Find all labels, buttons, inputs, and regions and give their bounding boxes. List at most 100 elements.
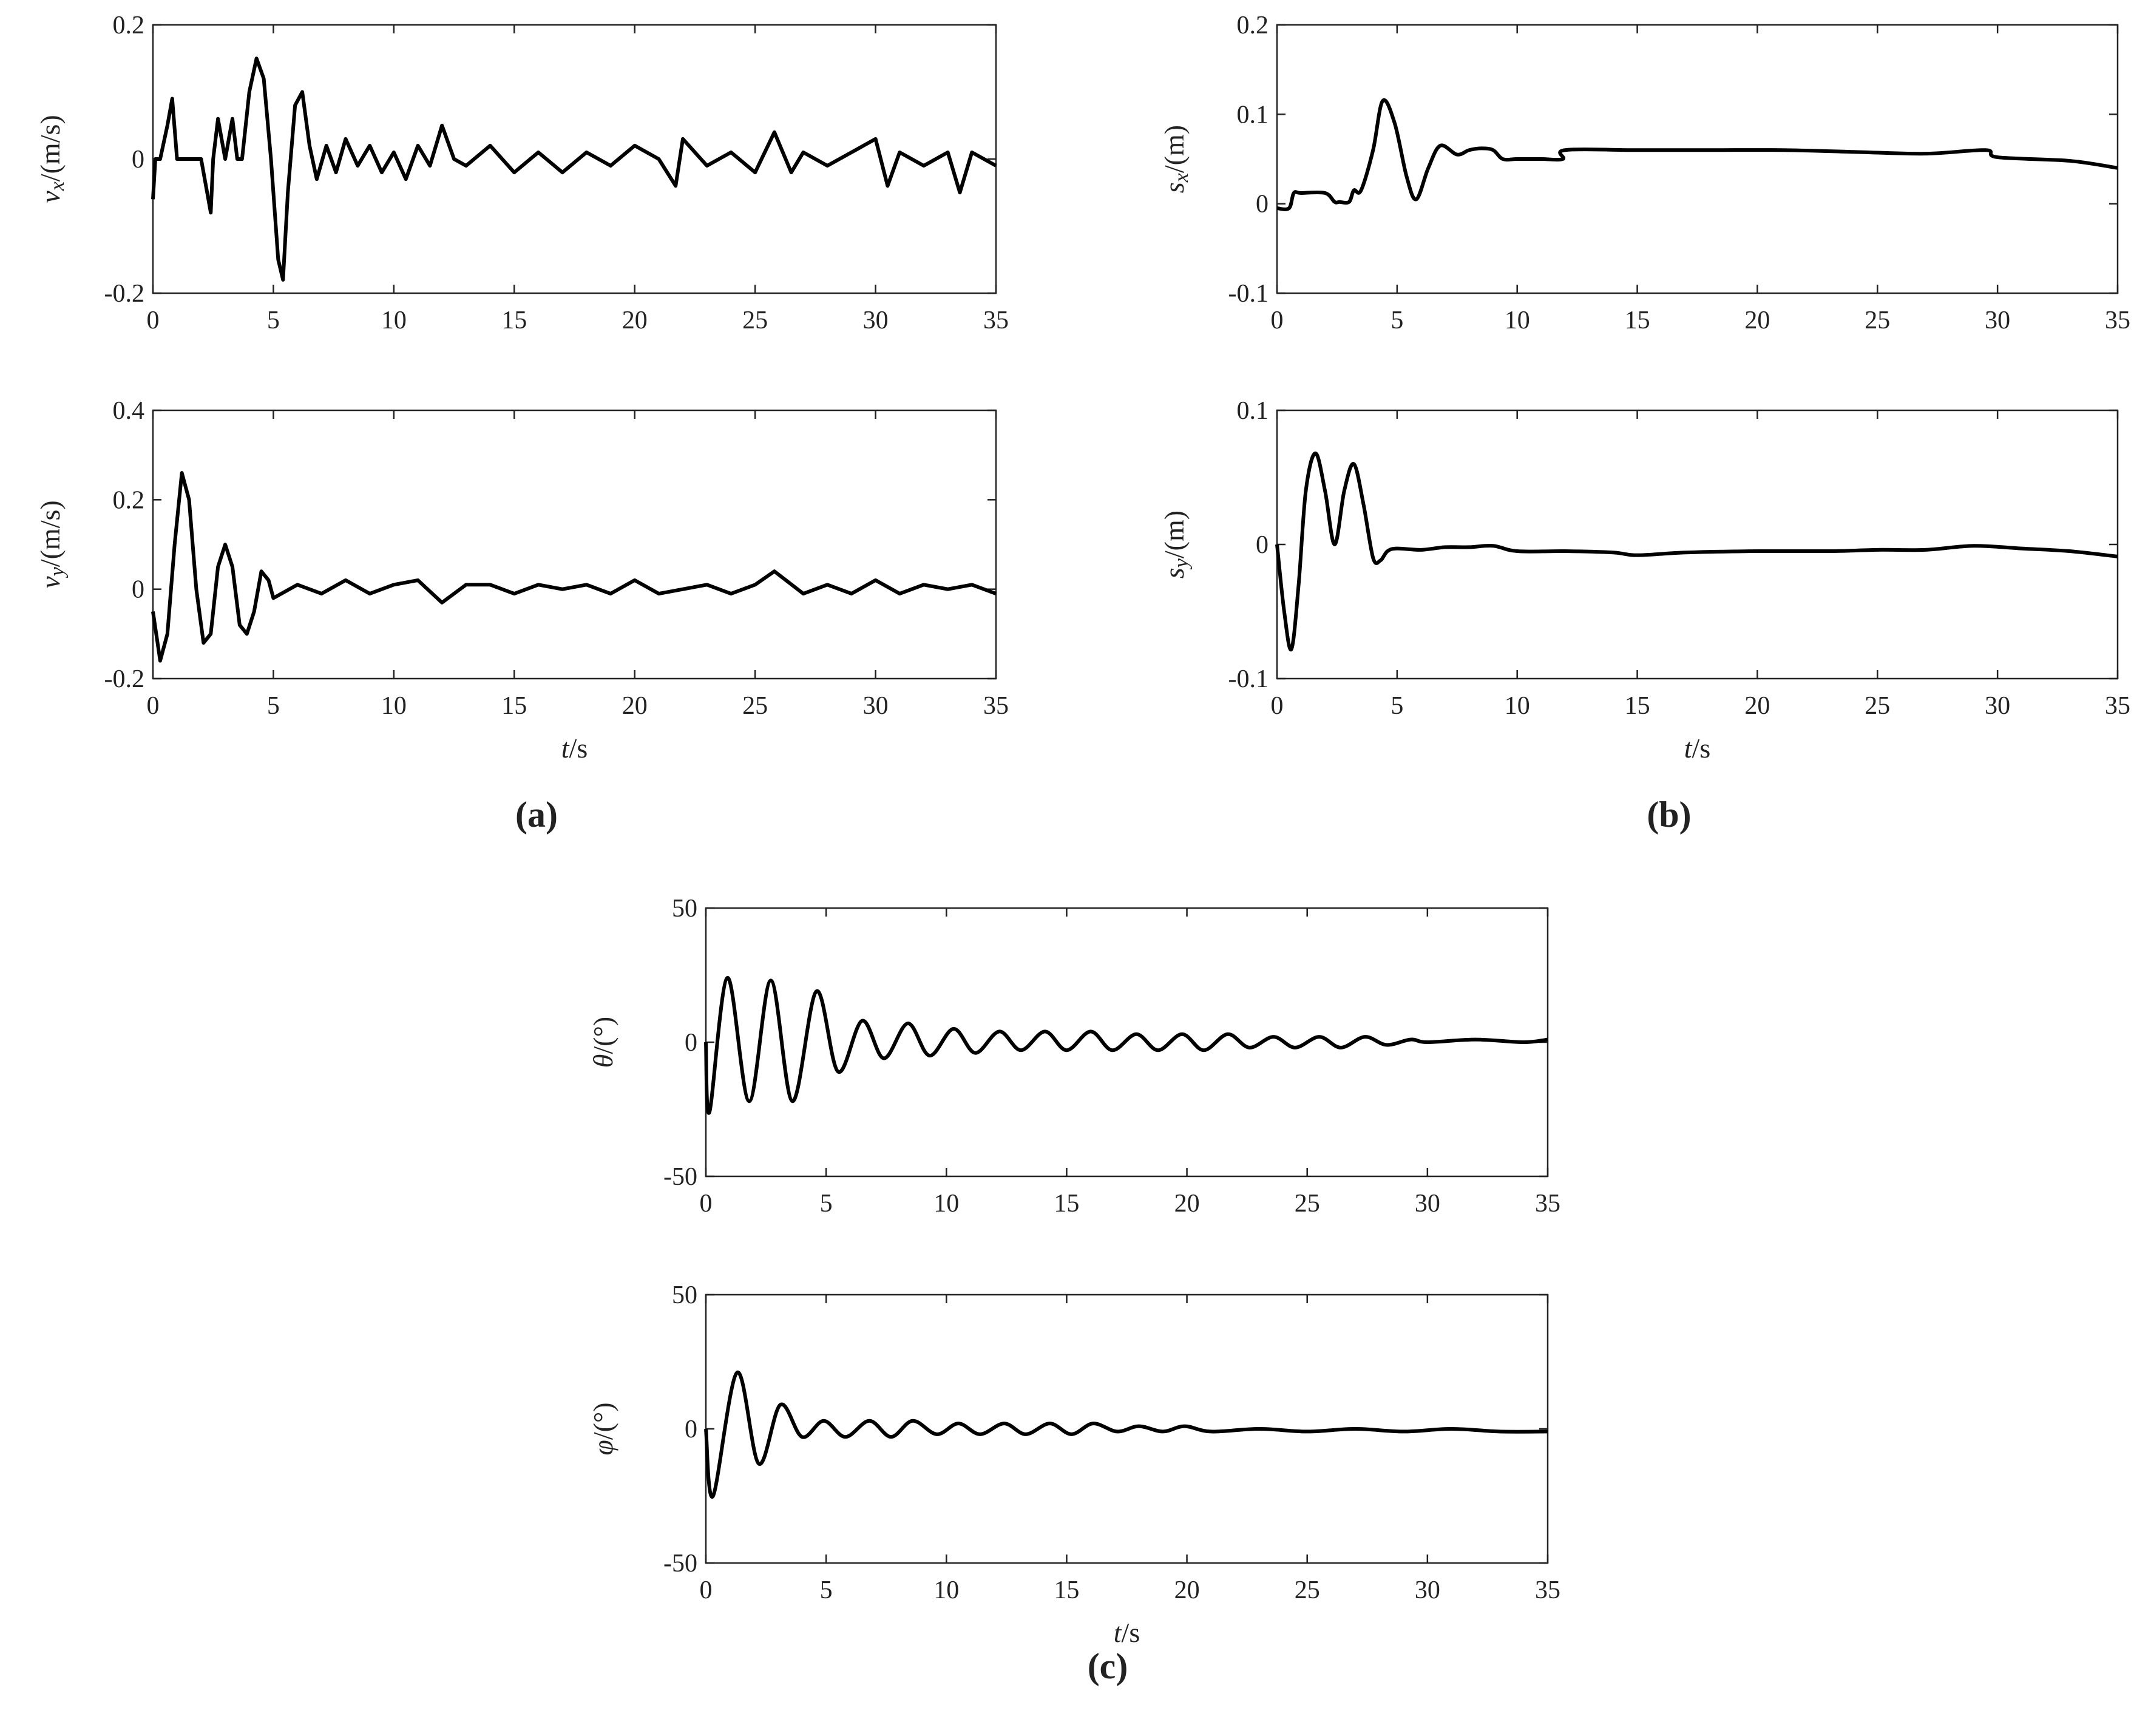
panel-caption: (a) [515,795,558,835]
x-tick-label: 10 [381,307,407,334]
x-tick-label: 15 [1054,1190,1079,1218]
panel-caption: (c) [1088,1646,1128,1686]
x-tick-label: 25 [742,307,768,334]
y-tick-label: 0 [1256,531,1269,559]
x-tick-label: 30 [1985,692,2010,720]
x-tick-label: 30 [1415,1576,1440,1604]
axis-label: vy/(m/s) [35,500,69,588]
y-tick-label: -50 [663,1550,697,1578]
y-tick-label: 0.1 [1237,397,1269,425]
label-unit: /(m) [1159,125,1190,173]
label-symbol: t [1114,1617,1122,1648]
y-tick-label: 0 [685,1029,697,1057]
y-tick-label: 0 [1256,191,1269,219]
label-unit: /s [569,733,588,764]
data-line [704,975,1548,1115]
x-tick-label: 30 [863,307,889,334]
label-symbol: θ [588,1054,618,1068]
y-tick-label: 50 [672,1281,697,1309]
x-tick-label: 35 [1535,1576,1560,1604]
data-line [151,471,997,663]
axis-label: θ/(°) [588,1017,618,1068]
axis-label: t/s [1114,1617,1140,1648]
y-tick-label: 0.2 [113,486,145,514]
x-tick-label: 5 [267,307,280,334]
x-tick-label: 25 [1865,692,1890,720]
y-tick-label: 0 [132,146,144,174]
plot-area [1276,24,2119,294]
x-tick-label: 15 [1625,307,1650,334]
x-tick-label: 0 [1271,692,1284,720]
label-unit: /(°) [588,1402,618,1440]
y-tick-label: 0.1 [1237,101,1269,129]
x-tick-label: 15 [501,307,527,334]
axis-label: t/s [1684,733,1710,764]
y-tick-label: 0 [132,576,144,604]
x-tick-label: 20 [1174,1190,1200,1218]
x-tick-label: 10 [1505,307,1530,334]
label-subscript: y [1170,558,1193,569]
x-tick-label: 5 [820,1576,833,1604]
data-line [151,56,997,282]
data-line [1276,98,2118,211]
axis-label: t/s [561,733,588,764]
plot-area [152,409,997,680]
x-tick-label: 25 [742,692,768,720]
plot-area [152,24,997,294]
x-tick-label: 20 [1744,692,1770,720]
y-tick-label: 0.2 [1237,12,1269,39]
x-tick-label: 0 [700,1190,713,1218]
x-tick-label: 5 [1391,307,1403,334]
x-tick-label: 35 [983,692,1009,720]
x-tick-label: 30 [863,692,889,720]
label-symbol: t [561,733,570,764]
x-tick-label: 30 [1415,1190,1440,1218]
x-tick-label: 20 [622,692,648,720]
y-tick-label: 0.2 [113,12,145,39]
label-symbol: s [1159,182,1190,193]
x-tick-label: 25 [1295,1576,1320,1604]
x-tick-label: 25 [1295,1190,1320,1218]
label-unit: /s [1122,1617,1140,1648]
data-line [1275,451,2118,652]
y-tick-label: -0.2 [104,665,145,693]
x-tick-label: 0 [147,692,160,720]
label-subscript: x [46,181,69,191]
axis-label: sx/(m) [1159,125,1193,193]
label-subscript: y [46,566,69,578]
label-symbol: φ [588,1440,618,1455]
y-tick-label: -0.2 [104,280,145,308]
panel-caption: (b) [1647,795,1691,835]
x-tick-label: 5 [267,692,280,720]
x-tick-label: 25 [1865,307,1890,334]
x-tick-label: 5 [1391,692,1403,720]
x-tick-label: 10 [381,692,407,720]
label-symbol: t [1684,733,1693,764]
label-subscript: x [1170,173,1193,183]
x-tick-label: 15 [1054,1576,1079,1604]
x-tick-label: 20 [622,307,648,334]
x-tick-label: 10 [933,1190,959,1218]
label-symbol: v [35,576,66,589]
label-unit: /(m/s) [35,115,66,181]
y-tick-label: 0.4 [113,397,145,425]
axis-label: sy/(m) [1159,510,1193,578]
x-tick-label: 30 [1985,307,2010,334]
x-tick-label: 35 [1535,1190,1560,1218]
label-unit: /(m/s) [35,500,66,567]
label-unit: /(°) [588,1017,618,1054]
x-tick-label: 5 [820,1190,833,1218]
data-line [704,1371,1548,1499]
x-tick-label: 35 [2105,692,2130,720]
y-tick-label: -0.1 [1228,280,1269,308]
y-tick-label: 50 [672,895,697,923]
y-tick-label: 0 [685,1416,697,1443]
label-unit: /(m) [1159,510,1190,558]
label-symbol: s [1159,568,1190,578]
y-tick-label: -0.1 [1228,665,1269,693]
y-tick-label: -50 [663,1163,697,1191]
x-tick-label: 0 [700,1576,713,1604]
x-tick-label: 10 [933,1576,959,1604]
